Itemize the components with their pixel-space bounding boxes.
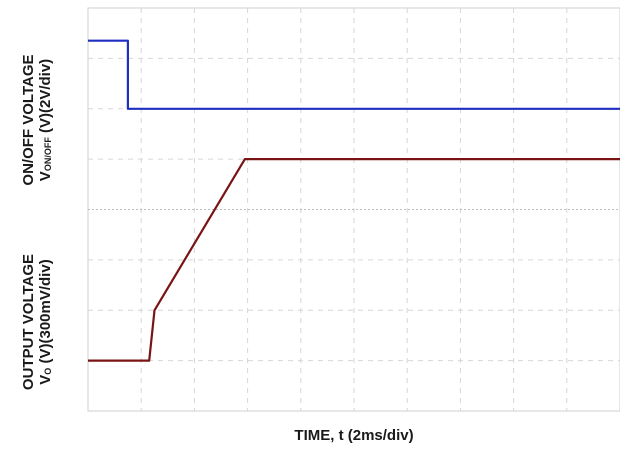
lower-y-axis-label-line2: VO (V)(300mV/div)	[37, 259, 54, 385]
upper-y-axis-label-line1: ON/OFF VOLTAGE	[20, 54, 37, 186]
series-line-1	[88, 39, 620, 110]
upper-y-axis-label-line2: VON/OFF (V)(2V/div)	[37, 58, 54, 182]
lower-y-axis-label: OUTPUT VOLTAGE VO (V)(300mV/div)	[20, 212, 60, 432]
upper-y-axis-label: ON/OFF VOLTAGE VON/OFF (V)(2V/div)	[20, 10, 60, 230]
series-line-2	[88, 158, 620, 362]
x-axis-label: TIME, t (2ms/div)	[294, 427, 414, 444]
lower-y-axis-label-line1: OUTPUT VOLTAGE	[20, 253, 37, 391]
